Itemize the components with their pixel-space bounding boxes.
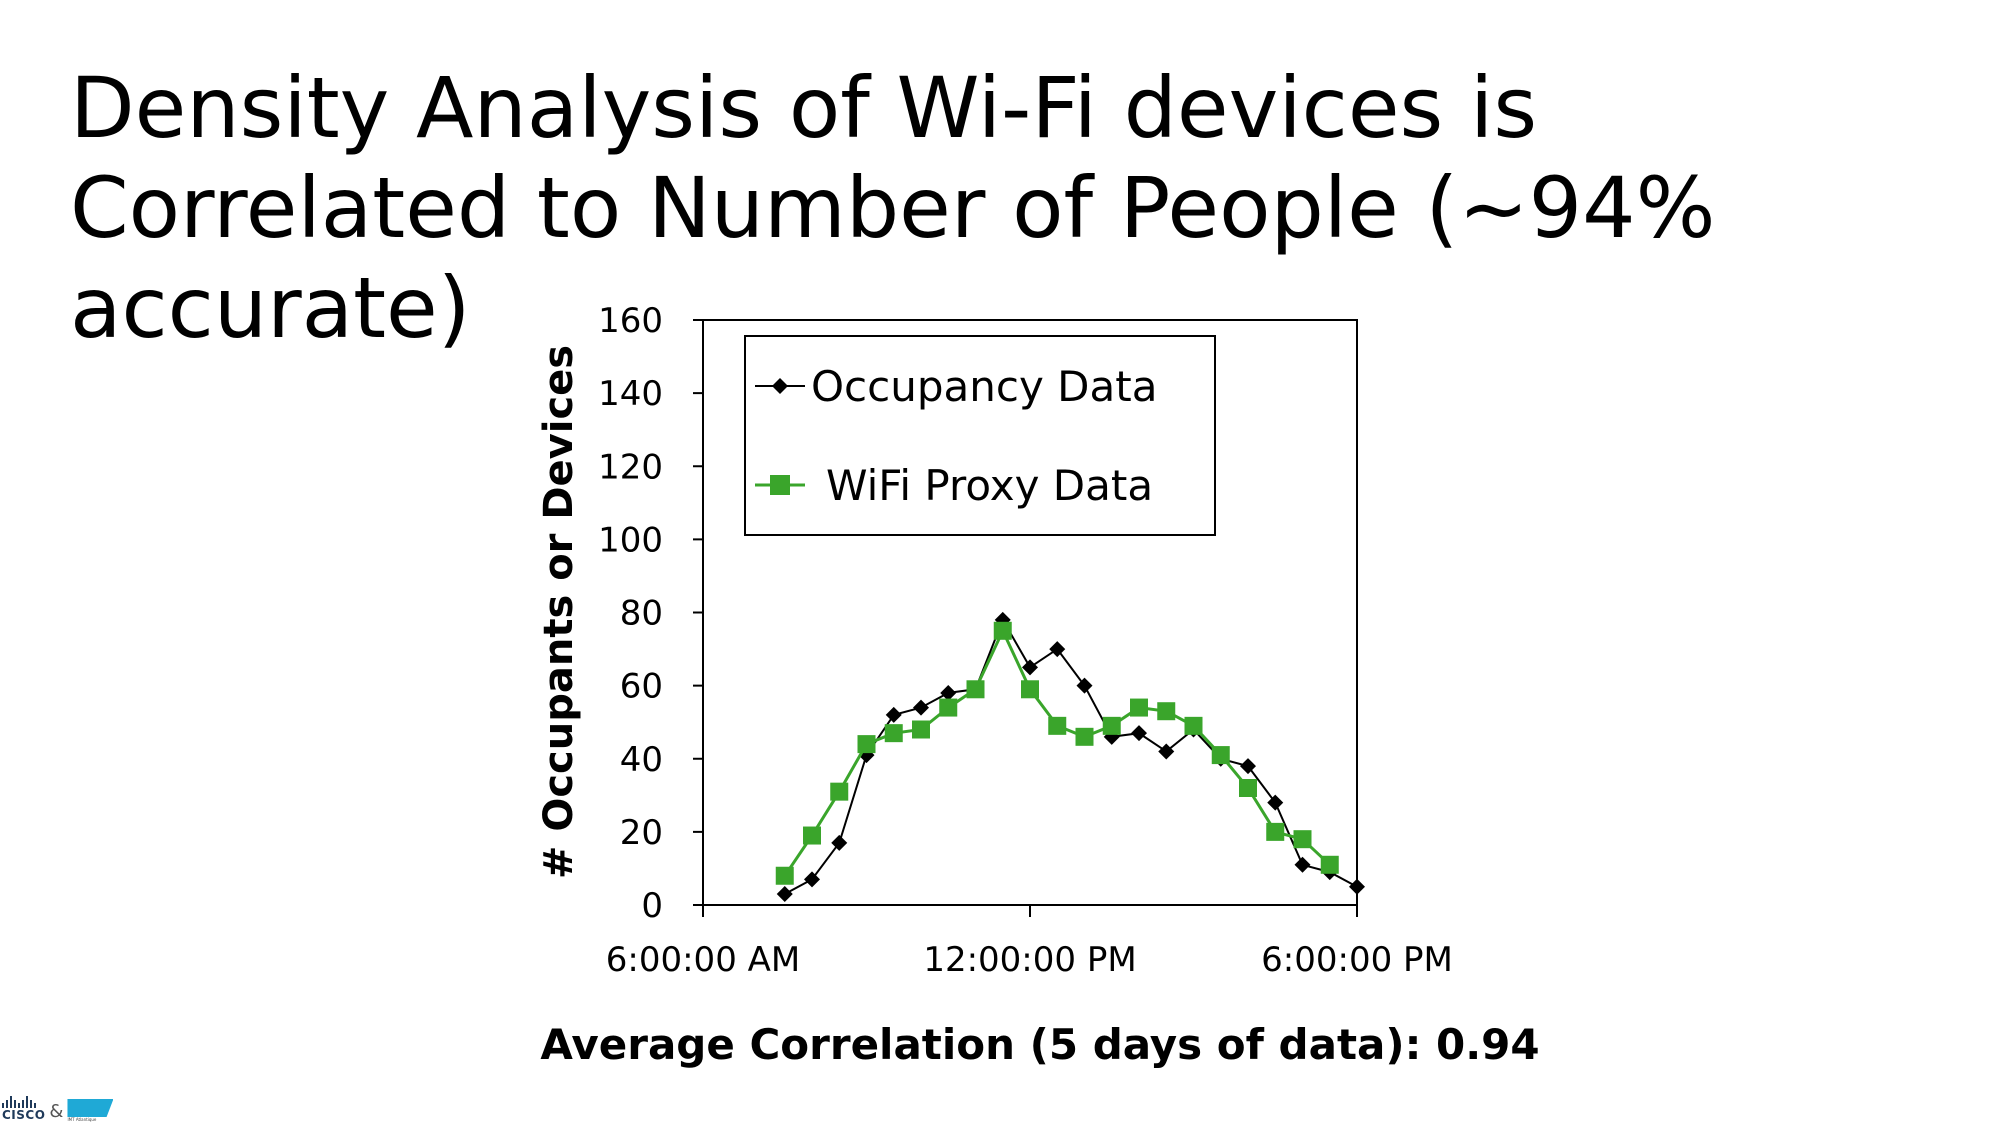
- wifi-point-4: [884, 724, 903, 743]
- legend-label-occupancy: Occupancy Data: [811, 362, 1157, 411]
- y-tick-label-2: 40: [620, 740, 663, 780]
- wifi-point-9: [1021, 680, 1039, 699]
- wifi-point-0: [775, 866, 794, 885]
- occupancy-point-9: [1022, 659, 1038, 676]
- y-tick-label-6: 120: [598, 447, 663, 487]
- occupancy-point-4: [885, 706, 902, 723]
- wifi-point-12: [1102, 716, 1121, 735]
- y-tick-label-5: 100: [598, 520, 663, 560]
- imt-logo-icon: [67, 1099, 114, 1117]
- ampersand: &: [49, 1101, 64, 1122]
- legend-box: [744, 335, 1216, 536]
- wifi-point-3: [857, 735, 876, 754]
- occupancy-point-17: [1240, 758, 1256, 775]
- occupancy-point-19: [1294, 856, 1311, 873]
- occupancy-point-13: [1131, 725, 1147, 742]
- slide-title: Density Analysis of Wi-Fi devices is Cor…: [70, 58, 1770, 358]
- occupancy-point-0: [776, 886, 793, 903]
- legend-marker-occupancy: [772, 378, 788, 394]
- y-axis-title: # Occupants or Devices: [536, 345, 582, 879]
- wifi-point-20: [1320, 855, 1339, 874]
- slide-title-line-2: Correlated to Number of People (~94%: [70, 159, 1716, 257]
- legend-label-wifi: WiFi Proxy Data: [826, 461, 1153, 510]
- wifi-point-11: [1075, 727, 1094, 746]
- chart-legend: Occupancy Data WiFi Proxy Data: [744, 335, 1216, 536]
- occupancy-point-5: [913, 699, 929, 716]
- x-tick-label-2: 6:00:00 PM: [1261, 940, 1453, 980]
- x-tick-label-1: 12:00:00 PM: [923, 940, 1136, 980]
- y-tick-label-8: 160: [598, 301, 663, 341]
- wifi-point-5: [912, 720, 930, 739]
- wifi-point-2: [830, 782, 849, 801]
- wifi-point-14: [1157, 702, 1176, 721]
- wifi-point-8: [993, 621, 1012, 640]
- wifi-point-6: [939, 698, 958, 717]
- occupancy-point-11: [1076, 677, 1093, 694]
- y-tick-label-7: 140: [598, 374, 663, 414]
- wifi-point-7: [966, 680, 985, 699]
- slide-title-line-3: accurate): [70, 259, 471, 357]
- series-line-0: [784, 617, 1358, 895]
- wifi-point-1: [803, 826, 821, 845]
- wifi-point-13: [1130, 698, 1148, 717]
- occupancy-point-10: [1049, 641, 1066, 658]
- wifi-point-15: [1184, 716, 1203, 735]
- x-tick-label-0: 6:00:00 AM: [606, 940, 800, 980]
- series-layer: [775, 611, 1365, 903]
- wifi-point-10: [1048, 716, 1067, 735]
- chart-caption: Average Correlation (5 days of data): 0.…: [0, 1020, 2000, 1069]
- legend-marker-wifi: [770, 475, 790, 495]
- y-tick-label-3: 60: [620, 667, 663, 707]
- footer-logos: CISCO & IMT Atlantique: [2, 1092, 114, 1122]
- wifi-point-18: [1266, 822, 1285, 841]
- wifi-point-19: [1293, 830, 1312, 849]
- y-tick-label-4: 80: [620, 594, 663, 634]
- x-axis-ticks: 6:00:00 AM 12:00:00 PM 6:00:00 PM: [606, 905, 1453, 980]
- y-axis-ticks: 0 20 40 60 80 100 120 140 160: [598, 301, 703, 926]
- cisco-logo-text: CISCO: [2, 1108, 46, 1122]
- occupancy-point-18: [1267, 794, 1284, 811]
- series-1: [775, 621, 1339, 885]
- imt-logo: IMT Atlantique: [67, 1099, 114, 1122]
- cisco-bars-icon: [2, 1096, 36, 1108]
- y-tick-label-1: 20: [620, 813, 663, 853]
- occupancy-point-14: [1158, 743, 1175, 760]
- occupancy-point-1: [804, 871, 820, 888]
- imt-logo-text: IMT Atlantique: [67, 1117, 97, 1122]
- wifi-point-16: [1211, 746, 1230, 765]
- occupancy-point-2: [831, 834, 848, 851]
- y-tick-label-0: 0: [641, 886, 663, 926]
- wifi-point-17: [1239, 779, 1257, 797]
- slide-title-line-1: Density Analysis of Wi-Fi devices is: [70, 59, 1538, 157]
- occupancy-point-6: [940, 684, 957, 701]
- cisco-logo: CISCO: [2, 1096, 45, 1122]
- caption-text: Average Correlation (5 days of data): 0.…: [540, 1020, 1540, 1069]
- series-0: [776, 611, 1365, 903]
- occupancy-point-21: [1349, 878, 1365, 895]
